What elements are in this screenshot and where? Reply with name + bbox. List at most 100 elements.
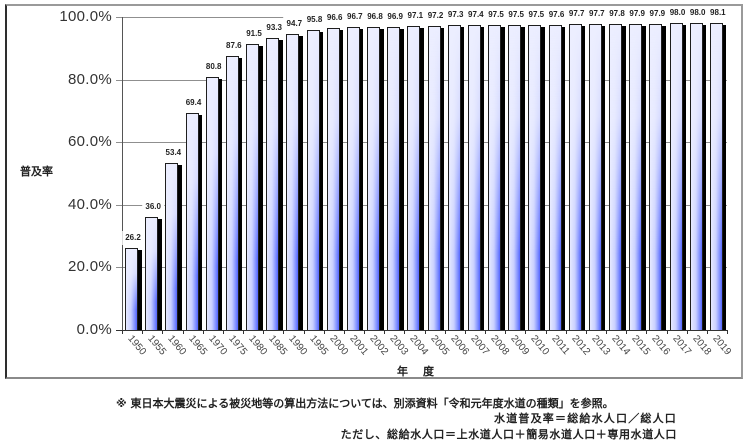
- bar: [326, 27, 340, 330]
- x-tick-mark: [404, 330, 405, 334]
- x-tick-label: 2008: [488, 333, 512, 358]
- data-label: 97.1: [404, 9, 427, 24]
- data-label: 96.6: [323, 10, 346, 25]
- data-label: 97.3: [444, 8, 467, 23]
- bar: [548, 24, 562, 330]
- x-tick-mark: [606, 330, 607, 334]
- x-tick-mark: [586, 330, 587, 334]
- x-tick-mark: [646, 330, 647, 334]
- bar: [145, 217, 159, 330]
- bar-shadow: [581, 26, 586, 330]
- y-tick-label: 100.0%: [59, 8, 112, 25]
- bar: [629, 23, 643, 330]
- bar: [689, 23, 703, 330]
- x-tick-label: 2002: [367, 333, 391, 358]
- x-tick-mark: [243, 330, 244, 334]
- x-tick-label: 1955: [145, 333, 169, 358]
- x-axis-line: [116, 330, 727, 331]
- bar-shadow: [561, 26, 565, 330]
- data-label: 97.2: [424, 8, 447, 23]
- x-tick-mark: [283, 330, 284, 334]
- x-tick-label: 2003: [387, 333, 411, 358]
- bar: [649, 23, 663, 330]
- footnote-disaster-method: ※ 東日本大震災による被災地等の算出方法については、別添資料「令和元年度水道の種…: [116, 397, 614, 410]
- x-tick-label: 1970: [206, 333, 229, 358]
- bar-shadow: [480, 27, 485, 330]
- bar-shadow: [198, 114, 202, 330]
- x-tick-mark: [626, 330, 627, 334]
- bar: [528, 24, 542, 330]
- x-tick-mark: [425, 330, 426, 334]
- formula-total-served-population: ただし、総給水人口＝上水道人口＋簡易水道人口＋専用水道人口: [340, 428, 677, 441]
- x-tick-label: 2007: [468, 333, 491, 358]
- bar-shadow: [500, 26, 505, 330]
- bar-shadow: [641, 25, 646, 330]
- x-tick-label: 1960: [165, 333, 189, 358]
- y-tick-label: 0.0%: [76, 321, 112, 338]
- x-tick-label: 2012: [569, 333, 592, 358]
- bar: [286, 33, 300, 330]
- x-tick-mark: [687, 330, 688, 334]
- bar: [669, 23, 683, 330]
- chart-frame: [5, 4, 743, 379]
- data-label: 91.5: [243, 26, 265, 41]
- bar-shadow: [359, 29, 364, 330]
- x-axis-title: 年 度: [397, 365, 436, 378]
- x-tick-label: 2006: [448, 333, 471, 358]
- x-tick-mark: [263, 330, 264, 334]
- bar-shadow: [460, 27, 465, 330]
- x-tick-mark: [465, 330, 466, 334]
- bar: [306, 30, 320, 330]
- x-tick-mark: [223, 330, 224, 334]
- x-tick-mark: [384, 330, 385, 334]
- bar: [508, 24, 522, 330]
- bar: [246, 43, 259, 330]
- bar: [185, 112, 199, 330]
- data-label: 97.4: [465, 8, 487, 23]
- x-tick-label: 2015: [629, 333, 653, 358]
- bar: [125, 247, 138, 330]
- x-tick-label: 2019: [710, 333, 733, 358]
- data-label: 97.5: [505, 7, 527, 22]
- x-tick-mark: [304, 330, 305, 334]
- bar: [568, 24, 582, 330]
- bar-shadow: [399, 28, 404, 330]
- bar-shadow: [298, 35, 303, 330]
- x-tick-mark: [566, 330, 567, 334]
- x-tick-mark: [364, 330, 365, 334]
- bar-shadow: [601, 26, 606, 330]
- data-label: 96.8: [364, 10, 386, 25]
- x-tick-label: 2010: [528, 333, 552, 358]
- x-tick-mark: [122, 330, 123, 334]
- y-axis-line: [122, 17, 123, 330]
- data-label: 98.1: [707, 5, 729, 20]
- bar: [387, 26, 401, 330]
- bar: [346, 27, 360, 330]
- data-label: 97.7: [565, 7, 588, 22]
- bar-shadow: [258, 45, 263, 330]
- data-label: 97.5: [485, 7, 507, 22]
- bar-shadow: [722, 24, 727, 330]
- bar: [488, 24, 501, 330]
- bar-shadow: [319, 32, 323, 330]
- data-label: 97.5: [525, 7, 548, 22]
- bar: [447, 25, 461, 330]
- data-label: 93.3: [263, 20, 285, 35]
- x-tick-label: 2017: [669, 333, 693, 358]
- x-tick-label: 1990: [286, 333, 310, 358]
- bar-shadow: [682, 25, 686, 330]
- bar: [588, 24, 602, 330]
- data-label: 98.0: [686, 6, 709, 21]
- y-tick-label: 60.0%: [67, 133, 112, 150]
- x-tick-label: 2001: [347, 333, 370, 358]
- bar: [225, 55, 239, 330]
- bar-shadow: [238, 57, 243, 330]
- bar: [205, 77, 219, 330]
- data-label: 96.9: [384, 9, 406, 24]
- y-tick-label: 80.0%: [67, 71, 112, 88]
- y-tick-label: 40.0%: [67, 196, 112, 213]
- x-tick-label: 1975: [226, 333, 249, 358]
- x-tick-label: 2014: [609, 333, 633, 358]
- x-tick-mark: [707, 330, 708, 334]
- bar: [266, 37, 280, 330]
